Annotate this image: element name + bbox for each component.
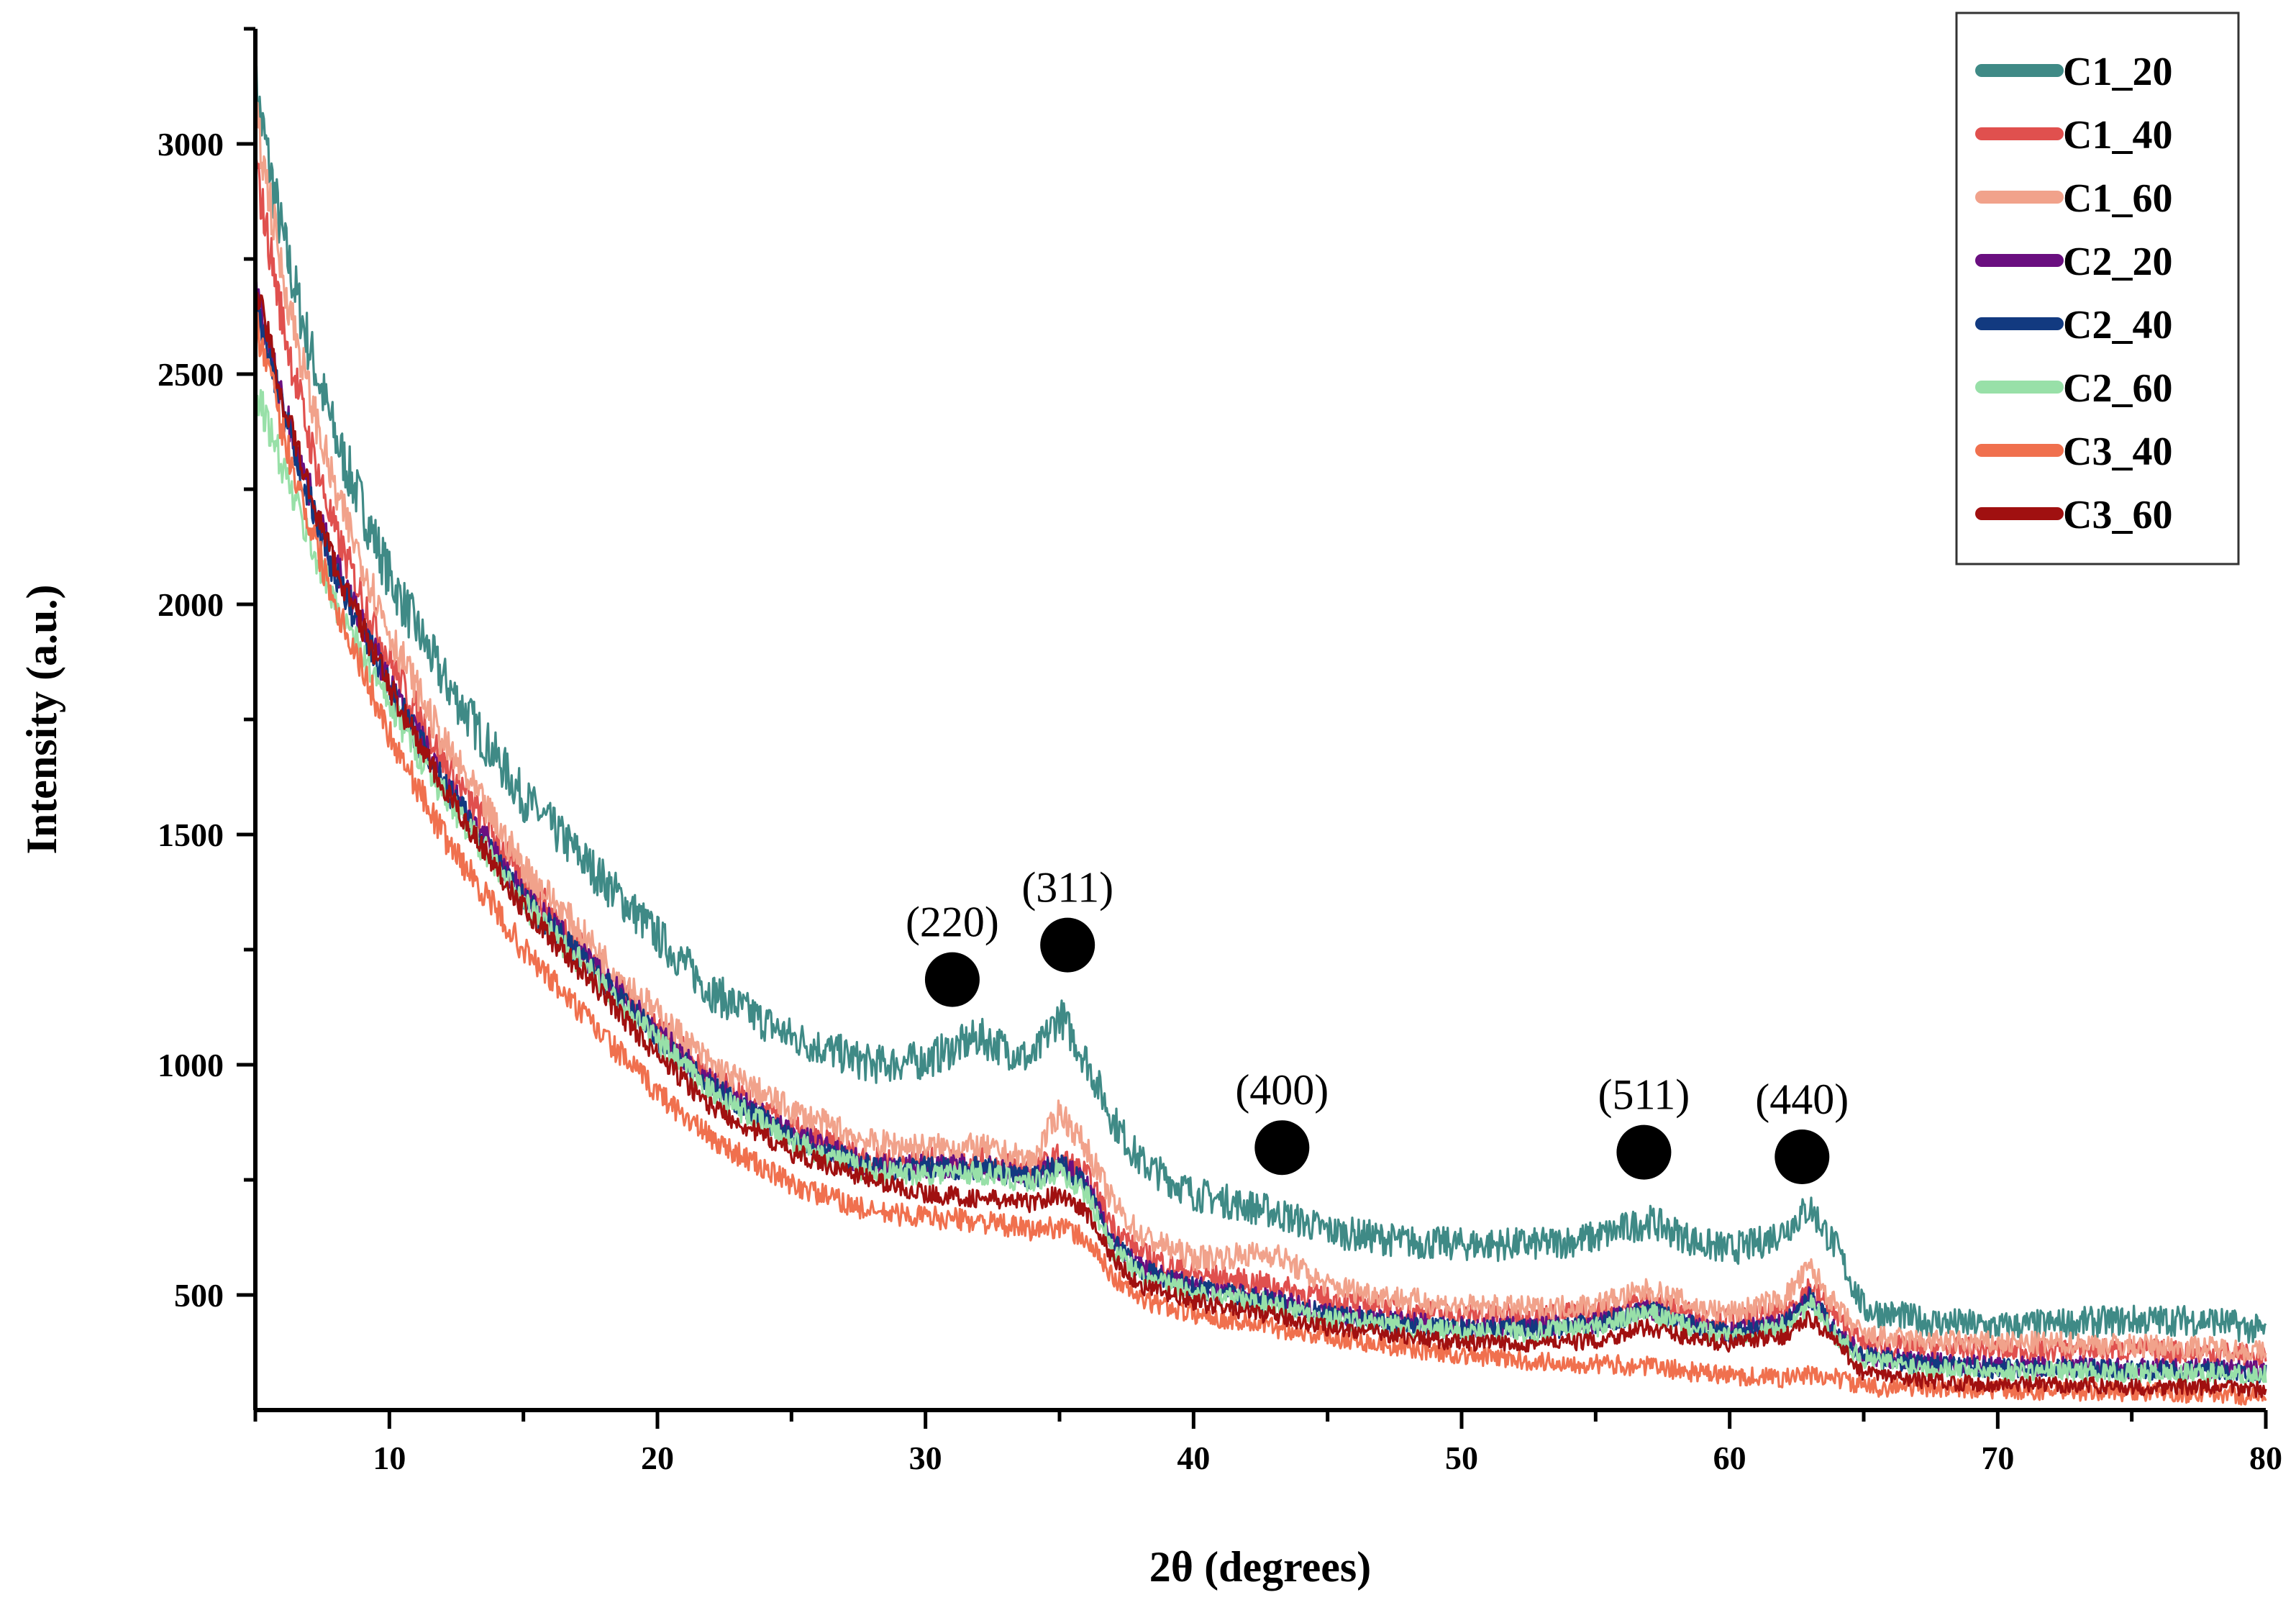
legend-label: C2_20 <box>2063 240 2172 284</box>
y-axis-title: Intensity (a.u.) <box>18 584 65 854</box>
x-tick-label: 70 <box>1981 1440 2014 1476</box>
legend-label: C3_60 <box>2063 493 2172 537</box>
y-tick-label: 1500 <box>158 817 224 853</box>
legend-label: C1_60 <box>2063 176 2172 221</box>
annotation-layer: (220) (311) (400) (511) (440) <box>906 864 1849 1184</box>
x-tick-label: 20 <box>641 1440 674 1476</box>
peak-marker <box>1775 1129 1830 1184</box>
series-line-c2-60 <box>255 371 2267 1385</box>
peak-label: (220) <box>906 899 999 946</box>
y-tick-label: 1000 <box>158 1047 224 1083</box>
x-tick-label: 40 <box>1177 1440 1210 1476</box>
legend-box <box>1955 12 2240 565</box>
peak-marker <box>1616 1124 1672 1180</box>
x-tick-label: 50 <box>1445 1440 1478 1476</box>
series-layer <box>255 65 2267 1406</box>
x-tick-label: 60 <box>1713 1440 1746 1476</box>
x-tick-label: 80 <box>2249 1440 2282 1476</box>
x-tick-label: 30 <box>909 1440 942 1476</box>
legend-label: C2_40 <box>2063 303 2172 347</box>
peak-label: (440) <box>1755 1076 1849 1123</box>
peak-marker <box>1040 917 1095 973</box>
peak-marker <box>924 952 980 1007</box>
series-line-c1-20 <box>255 65 2267 1344</box>
y-tick-label: 3000 <box>158 126 224 163</box>
y-tick-label: 500 <box>174 1277 224 1314</box>
peak-marker <box>1254 1120 1310 1176</box>
series-line-c1-60 <box>255 101 2267 1363</box>
y-tick-label: 2500 <box>158 356 224 393</box>
y-tick-label: 2000 <box>158 586 224 623</box>
peak-label: (511) <box>1598 1071 1690 1119</box>
peak-label: (311) <box>1021 864 1113 912</box>
legend-label: C2_60 <box>2063 366 2172 411</box>
series-line-c3-60 <box>255 291 2267 1399</box>
legend-label: C1_40 <box>2063 113 2172 158</box>
legend: C1_20 C1_40 C1_60 C2_20 C2_40 C2_60 C3_40 C3_60 <box>1955 12 2240 565</box>
legend-label: C3_40 <box>2063 429 2172 474</box>
series-line-c3-40 <box>255 306 2267 1406</box>
ticks-layer: 10 20 30 40 50 60 70 80 500 1000 1500 2000 2500 3000 <box>158 27 2282 1476</box>
x-axis-title: 2θ (degrees) <box>1149 1543 1371 1591</box>
x-tick-label: 10 <box>373 1440 406 1476</box>
legend-label: C1_20 <box>2063 50 2172 94</box>
peak-label: (400) <box>1235 1066 1329 1114</box>
